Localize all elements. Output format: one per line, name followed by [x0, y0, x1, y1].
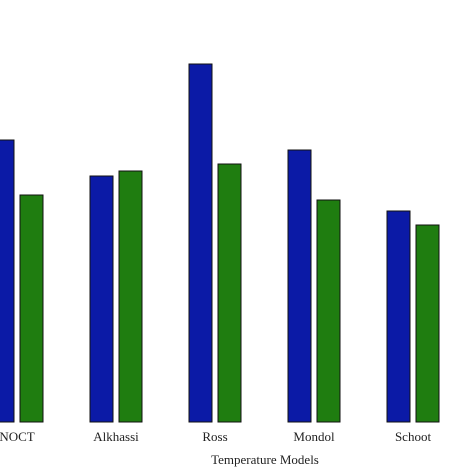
x-tick-label: Schoot	[395, 429, 432, 444]
x-tick-label: NOCT	[0, 429, 35, 444]
bar	[217, 163, 242, 423]
bar	[386, 210, 411, 423]
bar	[0, 139, 15, 423]
bar	[89, 175, 114, 423]
bar	[188, 63, 213, 423]
x-tick-label: Ross	[202, 429, 227, 444]
bar	[19, 194, 44, 423]
bar	[316, 199, 341, 423]
bar	[415, 224, 440, 423]
x-tick-label: Mondol	[293, 429, 335, 444]
x-tick-label: Alkhassi	[93, 429, 139, 444]
bar	[118, 170, 143, 423]
bar	[287, 149, 312, 423]
x-axis-label: Temperature Models	[211, 452, 319, 467]
